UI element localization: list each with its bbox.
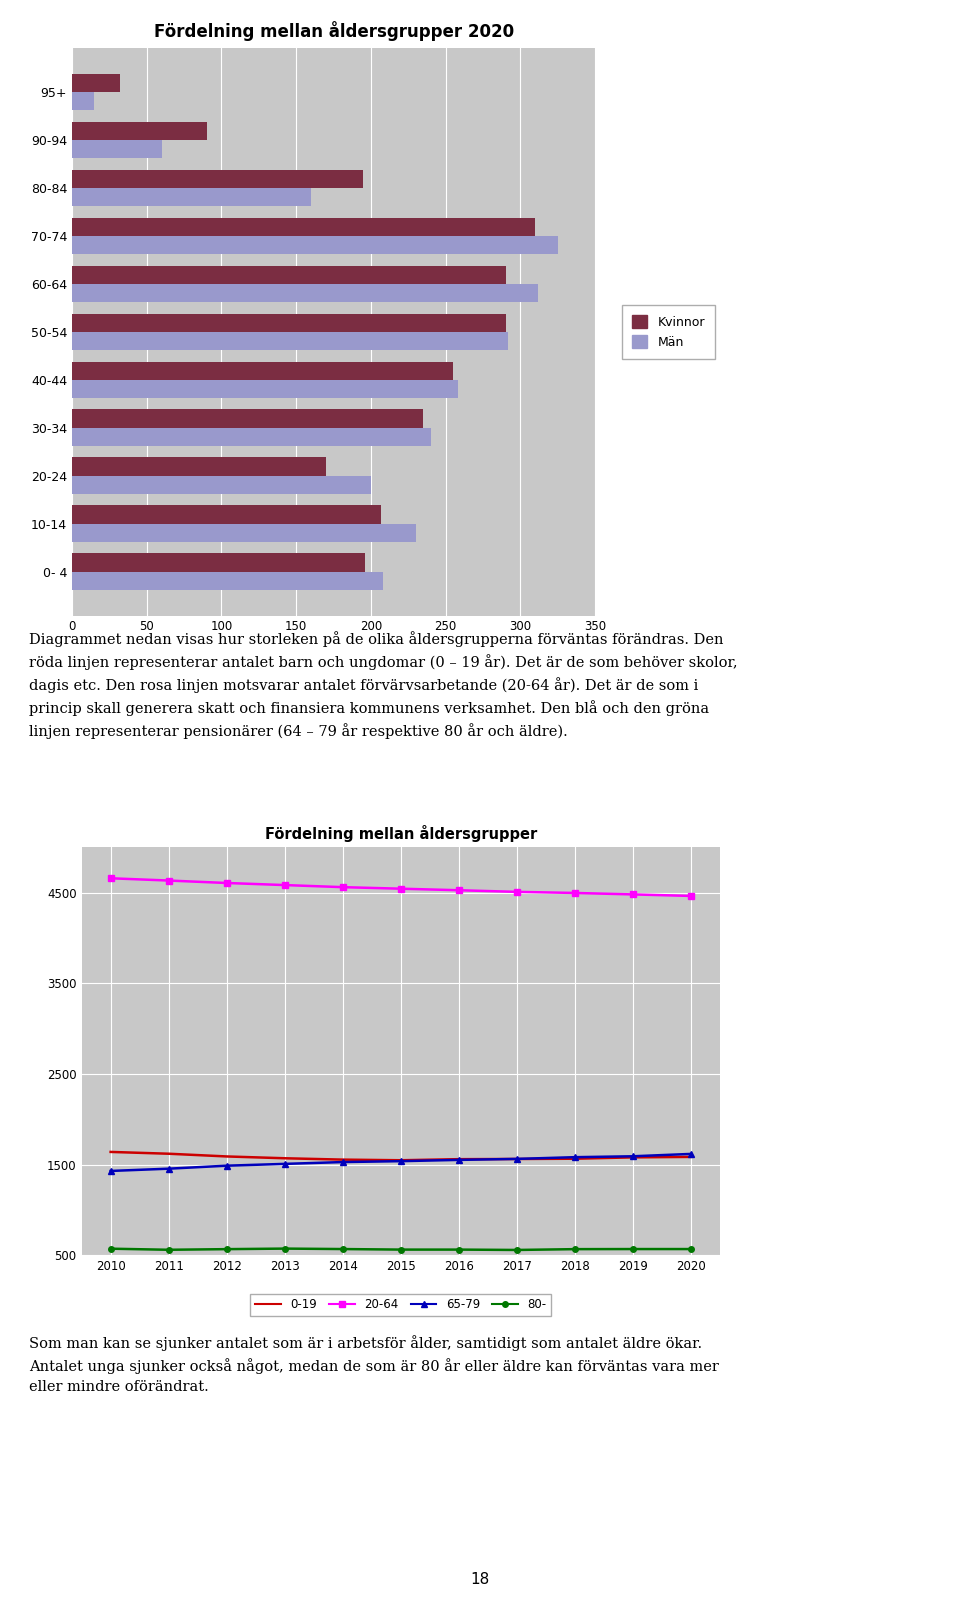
Bar [72, 333, 509, 350]
Legend: Kvinnor, Män: Kvinnor, Män [622, 305, 715, 358]
Text: Diagrammet nedan visas hur storleken på de olika åldersgrupperna förväntas förän: Diagrammet nedan visas hur storleken på … [29, 632, 737, 739]
Bar [72, 553, 365, 571]
Bar [72, 169, 364, 189]
Bar [72, 141, 161, 158]
Title: Fördelning mellan åldersgrupper 2020: Fördelning mellan åldersgrupper 2020 [154, 21, 514, 42]
Bar [72, 122, 206, 141]
Bar [72, 74, 120, 93]
Title: Fördelning mellan åldersgrupper: Fördelning mellan åldersgrupper [265, 825, 537, 843]
Bar [72, 189, 311, 206]
Text: Som man kan se sjunker antalet som är i arbetsför ålder, samtidigt som antalet ä: Som man kan se sjunker antalet som är i … [29, 1335, 719, 1394]
Bar [72, 571, 383, 590]
Bar [72, 475, 371, 494]
Bar [72, 237, 558, 254]
Text: 18: 18 [470, 1572, 490, 1588]
Bar [72, 285, 539, 302]
Bar [72, 361, 453, 379]
Bar [72, 265, 506, 285]
Bar [72, 93, 94, 110]
Legend: 0-19, 20-64, 65-79, 80-: 0-19, 20-64, 65-79, 80- [251, 1294, 551, 1316]
Bar [72, 313, 506, 333]
Bar [72, 523, 416, 542]
Bar [72, 217, 536, 237]
Bar [72, 427, 431, 446]
Bar [72, 379, 458, 398]
Bar [72, 409, 423, 427]
Bar [72, 505, 381, 523]
Bar [72, 457, 326, 475]
